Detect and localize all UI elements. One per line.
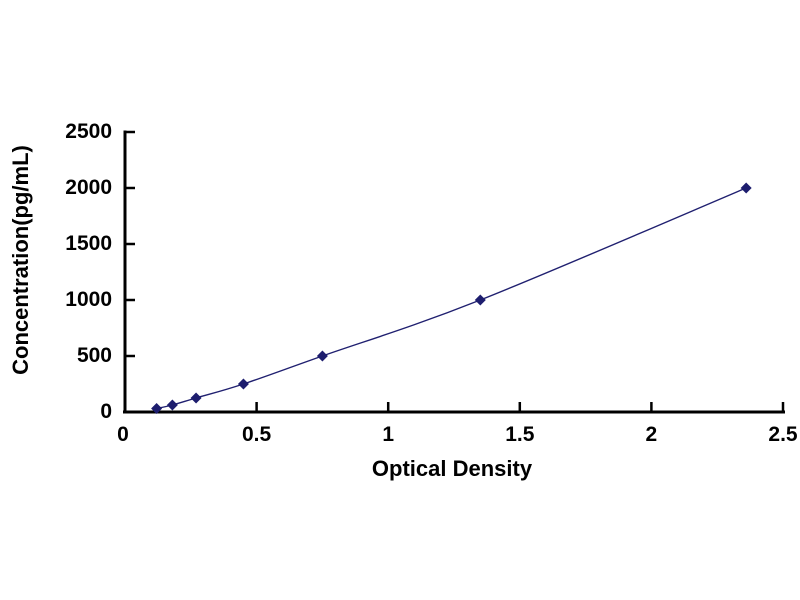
- x-axis-title: Optical Density: [371, 456, 533, 481]
- y-tick-label-1000: 1000: [65, 288, 112, 311]
- x-tick-label-2: 2: [645, 423, 658, 446]
- y-tick-label-500: 500: [76, 344, 112, 367]
- y-tick-label-1500: 1500: [65, 232, 112, 255]
- data-point-marker: [740, 182, 752, 194]
- x-tick-label-2.5: 2.5: [768, 423, 798, 446]
- data-point-marker: [316, 350, 328, 362]
- y-tick-label-0: 0: [100, 400, 112, 423]
- y-tick-label-2500: 2500: [65, 120, 112, 143]
- x-tick-label-1.5: 1.5: [505, 423, 535, 446]
- x-tick-label-0: 0: [117, 423, 129, 446]
- y-tick-label-2000: 2000: [65, 176, 112, 199]
- x-tick-label-1: 1: [382, 423, 395, 446]
- curve-line: [156, 187, 747, 410]
- data-point-marker: [190, 392, 202, 404]
- data-point-marker: [166, 399, 178, 411]
- data-point-marker: [151, 403, 163, 415]
- data-point-marker: [237, 378, 249, 390]
- data-point-marker: [474, 294, 486, 306]
- x-tick-label-0.5: 0.5: [241, 423, 272, 446]
